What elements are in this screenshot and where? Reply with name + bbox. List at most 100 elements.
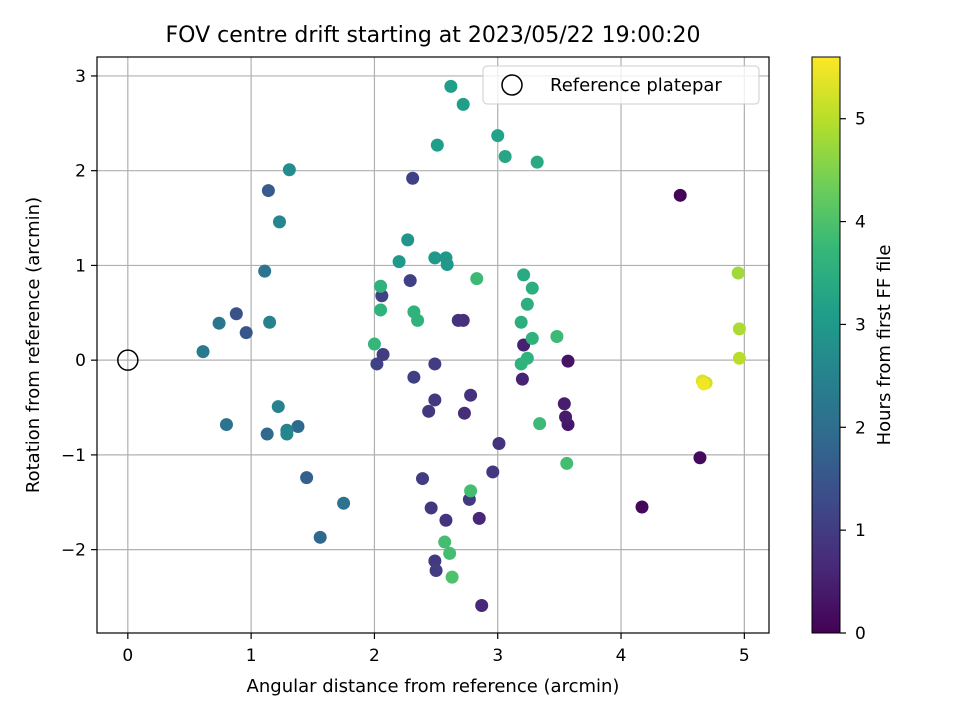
data-point <box>498 149 512 163</box>
colorbar-tick-label: 5 <box>855 110 866 130</box>
data-point <box>635 500 649 514</box>
data-point <box>375 289 389 303</box>
legend-marker <box>501 74 523 96</box>
colorbar-frame <box>811 56 841 634</box>
data-point <box>514 357 528 371</box>
x-tick-label: 5 <box>739 646 750 666</box>
data-point <box>697 377 711 391</box>
colorbar-tick-label: 0 <box>855 624 866 644</box>
data-point <box>374 279 388 293</box>
data-point <box>428 251 442 265</box>
data-point <box>367 337 381 351</box>
data-point <box>731 266 745 280</box>
colorbar-tick-label: 2 <box>855 418 866 438</box>
colorbar-tick-label: 1 <box>855 521 866 541</box>
x-tick-label: 0 <box>122 646 133 666</box>
data-point <box>444 79 458 93</box>
data-point <box>261 184 275 198</box>
data-point <box>406 171 420 185</box>
x-tick-label: 1 <box>246 646 257 666</box>
data-point <box>271 400 285 414</box>
data-point <box>280 427 294 441</box>
data-point <box>291 419 305 433</box>
data-point <box>557 397 571 411</box>
y-tick-label: 1 <box>75 256 86 276</box>
y-tick-label: 0 <box>75 351 86 371</box>
data-point <box>525 281 539 295</box>
data-point <box>376 347 390 361</box>
y-tick-label: 3 <box>75 67 86 87</box>
data-point <box>472 511 486 525</box>
data-point <box>374 303 388 317</box>
data-point <box>560 456 574 470</box>
data-point <box>517 268 531 282</box>
data-point <box>464 388 478 402</box>
plot-frame <box>96 56 770 634</box>
reference-platepar-marker <box>117 349 139 371</box>
x-axis-label: Angular distance from reference (arcmin) <box>247 676 620 697</box>
data-point <box>337 496 351 510</box>
y-tick-label: 2 <box>75 162 86 182</box>
data-point <box>550 329 564 343</box>
data-point <box>428 357 442 371</box>
data-point <box>530 155 544 169</box>
data-point <box>451 313 465 327</box>
data-point <box>260 427 274 441</box>
legend-box <box>482 65 760 105</box>
data-point <box>272 215 286 229</box>
data-point <box>445 570 459 584</box>
data-point <box>401 233 415 247</box>
colorbar-gradient <box>812 57 840 633</box>
data-point <box>439 513 453 527</box>
data-point <box>407 370 421 384</box>
colorbar: 0 1 2 3 4 5 Hours from first FF file <box>811 56 895 644</box>
legend-label: Reference platepar <box>550 75 722 96</box>
data-point <box>559 410 573 424</box>
x-tick-label: 3 <box>492 646 503 666</box>
y-tick-label: −1 <box>61 446 86 466</box>
data-point <box>416 472 430 486</box>
data-points <box>196 79 746 613</box>
data-point <box>443 546 457 560</box>
data-point <box>219 418 233 432</box>
data-point <box>438 535 452 549</box>
data-point <box>486 465 500 479</box>
y-axis-ticks: −2 −1 0 1 2 3 <box>61 67 97 561</box>
data-point <box>422 404 436 418</box>
data-point <box>732 351 746 365</box>
x-axis-ticks: 0 1 2 3 4 5 <box>122 633 750 666</box>
data-point <box>411 313 425 327</box>
data-point <box>440 257 454 271</box>
colorbar-label: Hours from first FF file <box>874 245 895 446</box>
data-point <box>370 357 384 371</box>
data-point <box>392 255 406 269</box>
data-point <box>212 316 226 330</box>
data-point <box>491 129 505 143</box>
data-point <box>239 326 253 340</box>
data-point <box>429 563 443 577</box>
data-point <box>424 501 438 515</box>
data-point <box>456 97 470 111</box>
data-point <box>475 599 489 613</box>
data-point <box>732 322 746 336</box>
data-point <box>520 297 534 311</box>
x-tick-label: 4 <box>616 646 627 666</box>
data-point <box>561 354 575 368</box>
data-point <box>514 315 528 329</box>
colorbar-tick-label: 4 <box>855 213 866 233</box>
chart-title: FOV centre drift starting at 2023/05/22 … <box>166 23 701 48</box>
x-tick-label: 2 <box>369 646 380 666</box>
data-point <box>533 417 547 431</box>
data-point <box>430 138 444 152</box>
data-point <box>258 264 272 278</box>
data-point <box>300 471 314 485</box>
y-axis-label: Rotation from reference (arcmin) <box>23 197 44 493</box>
colorbar-ticks: 0 1 2 3 4 5 <box>840 110 866 644</box>
legend: Reference platepar <box>482 65 760 105</box>
data-point <box>492 437 506 451</box>
data-point <box>428 554 442 568</box>
y-tick-label: −2 <box>61 541 86 561</box>
data-point <box>428 393 442 407</box>
data-point <box>403 274 417 288</box>
